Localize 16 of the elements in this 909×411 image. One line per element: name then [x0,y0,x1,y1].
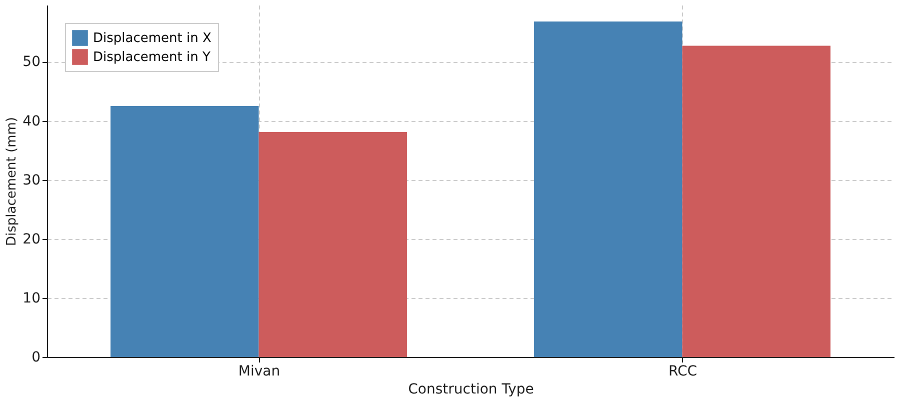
y-tick-label: 20 [22,231,40,248]
y-tick-label: 50 [22,54,40,70]
bar [682,46,830,357]
legend-label: Displacement in Y [93,50,210,65]
bar [110,106,259,357]
x-axis-title: Construction Type [408,382,534,398]
bar [258,132,407,357]
legend-label: Displacement in X [93,31,212,46]
bar [534,22,682,357]
y-tick-label: 0 [32,350,40,366]
y-tick-label: 30 [22,172,40,188]
y-tick-label: 10 [22,290,40,306]
x-tick-label: RCC [668,364,698,380]
x-tick-label: Mivan [238,364,280,380]
y-axis-title: Displacement (mm) [4,117,20,246]
y-tick-label: 40 [22,113,40,130]
